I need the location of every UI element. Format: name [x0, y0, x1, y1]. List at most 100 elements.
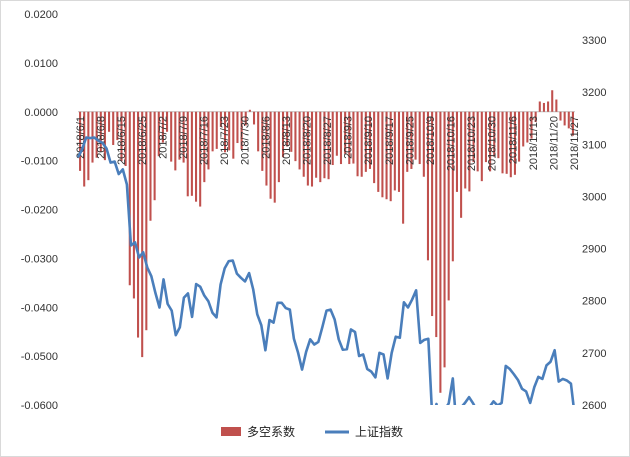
bar [418, 111, 421, 165]
bar [414, 111, 417, 160]
x-tick-label: 2018/6/8 [96, 116, 108, 159]
right-tick-label: 2800 [582, 296, 606, 308]
bar [542, 102, 545, 112]
bar [128, 111, 131, 286]
bar [555, 99, 558, 112]
bar [207, 111, 210, 170]
bar [219, 111, 222, 127]
bar [505, 111, 508, 174]
bar [286, 111, 289, 147]
left-tick-label: -0.0200 [21, 205, 58, 217]
bar [472, 111, 475, 163]
bar [493, 111, 496, 157]
bar [468, 111, 471, 192]
bar [331, 111, 334, 166]
bar [360, 111, 363, 177]
bar [393, 111, 396, 191]
x-tick-label: 2018/6/1 [75, 116, 87, 159]
x-tick-label: 2018/8/13 [281, 116, 293, 165]
left-tick-label: 0.0200 [24, 9, 58, 21]
bar [435, 111, 438, 338]
bar [186, 111, 189, 197]
bar [410, 111, 413, 169]
bar [170, 111, 173, 162]
legend-swatch-bar [221, 427, 241, 436]
bar [132, 111, 135, 299]
left-tick-label: -0.0100 [21, 156, 58, 168]
x-tick-label: 2018/8/20 [301, 116, 313, 165]
bar [518, 111, 521, 162]
bar [137, 111, 140, 338]
bar [368, 111, 372, 169]
bar [567, 111, 570, 129]
bar [182, 111, 185, 163]
bar [153, 111, 156, 201]
bar [501, 111, 504, 174]
x-tick-label: 2018/11/13 [528, 116, 540, 170]
right-tick-label: 3100 [582, 139, 606, 151]
bar [302, 111, 305, 177]
bar [149, 111, 152, 221]
index-line [76, 136, 575, 405]
bar [83, 111, 86, 187]
right-tick-label: 2900 [582, 244, 606, 256]
bar [356, 111, 359, 177]
bar [116, 111, 119, 141]
right-tick-label: 2600 [582, 400, 606, 412]
x-tick-label: 2018/7/16 [199, 116, 211, 165]
bar [480, 111, 483, 182]
x-tick-label: 2018/11/20 [548, 116, 560, 170]
bar [240, 111, 243, 150]
bar [571, 111, 574, 136]
bar [112, 111, 115, 145]
bar [145, 111, 148, 331]
bar [281, 111, 285, 158]
legend-label-bar: 多空系数 [247, 424, 295, 439]
bar [348, 111, 351, 165]
right-tick-label: 3000 [582, 191, 606, 203]
x-tick-label: 2018/7/9 [178, 116, 190, 159]
left-tick-label: 0.0100 [24, 58, 58, 70]
bar [443, 111, 446, 368]
bar [298, 111, 301, 170]
bar [509, 111, 512, 178]
bar [464, 111, 467, 189]
line-series [76, 136, 575, 405]
bar [252, 111, 256, 125]
x-tick-label: 2018/10/16 [446, 116, 458, 171]
x-axis-labels: 2018/6/1 2018/6/8 2018/6/15 2018/6/25 2018/7… [75, 116, 581, 171]
x-tick-label: 2018/10/30 [487, 116, 499, 171]
bar [547, 101, 550, 112]
bar [211, 111, 214, 152]
bar [124, 111, 127, 167]
x-tick-label: 2018/9/25 [404, 116, 416, 165]
bar [103, 111, 106, 161]
x-tick-label: 2018/10/23 [466, 116, 478, 171]
x-tick-label: 2018/7/30 [240, 116, 252, 165]
bar [406, 111, 409, 172]
x-tick-label: 2018/8/6 [260, 116, 272, 159]
x-tick-label: 2018/11/6 [507, 116, 519, 164]
bar [335, 111, 338, 156]
bar [439, 111, 442, 393]
bar [538, 101, 541, 112]
bar [273, 111, 276, 203]
bar [373, 111, 376, 184]
x-tick-label: 2018/9/17 [384, 116, 396, 165]
bar [323, 111, 326, 179]
left-tick-label: -0.0600 [21, 400, 58, 412]
bar [269, 111, 272, 199]
x-tick-label: 2018/7/2 [157, 116, 169, 159]
bar [306, 111, 309, 186]
bar-series [79, 90, 574, 393]
bar [551, 90, 554, 112]
bar [244, 111, 247, 126]
right-axis: 3300 3200 3100 3000 2900 2800 2700 2600 [582, 35, 606, 412]
bar [79, 111, 82, 171]
bar [489, 111, 492, 172]
bar [381, 111, 384, 198]
bar [513, 111, 516, 175]
bar [120, 111, 123, 162]
bar [190, 111, 193, 196]
